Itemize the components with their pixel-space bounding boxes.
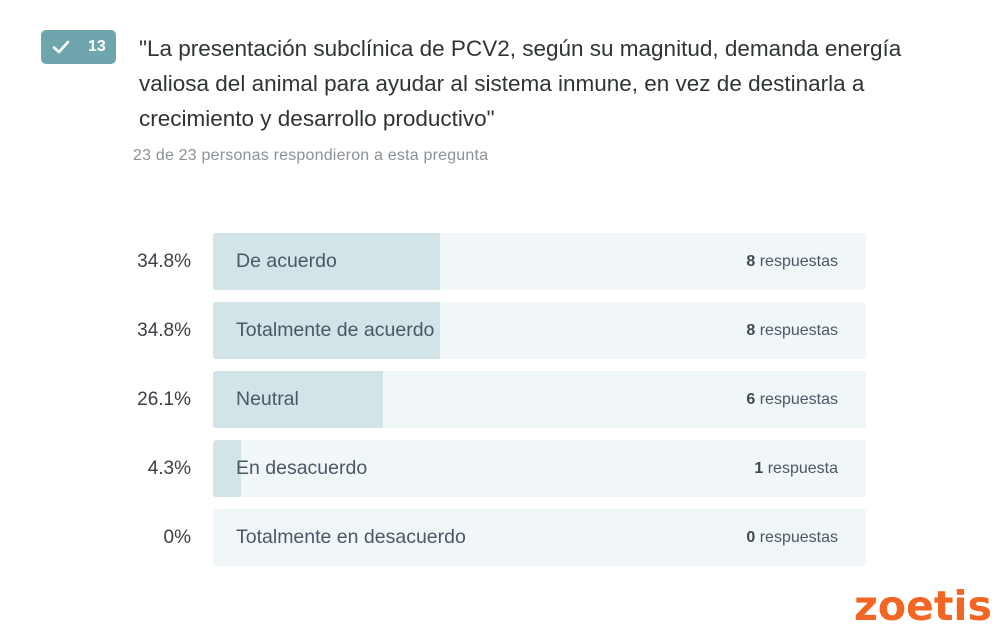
zoetis-logo: zoetis: [854, 582, 992, 630]
percent-label: 4.3%: [147, 458, 191, 479]
response-count-suffix: respuestas: [755, 322, 838, 339]
percent-label: 34.8%: [137, 251, 191, 272]
checkmark-icon: [52, 40, 70, 54]
response-count-number: 1: [754, 460, 764, 477]
percent-label: 0%: [163, 527, 191, 548]
bar-track: En desacuerdo 1 respuesta: [213, 440, 866, 497]
bar-fill: [213, 440, 241, 497]
response-count-suffix: respuesta: [763, 460, 838, 477]
bar-row: 34.8% Totalmente de acuerdo 8 respuestas: [0, 302, 1000, 359]
category-label: En desacuerdo: [236, 457, 368, 479]
category-label: Neutral: [236, 388, 299, 410]
category-label: Totalmente en desacuerdo: [236, 526, 466, 548]
percent-label: 34.8%: [137, 320, 191, 341]
category-label: Totalmente de acuerdo: [236, 319, 435, 341]
bar-fill: [213, 302, 440, 359]
bar-row: 26.1% Neutral 6 respuestas: [0, 371, 1000, 428]
bar-row: 0% Totalmente en desacuerdo 0 respuestas: [0, 509, 1000, 566]
response-count: 6 respuestas: [746, 371, 838, 428]
svg-text:zoetis: zoetis: [854, 582, 992, 630]
response-count-suffix: respuestas: [755, 253, 838, 270]
bar-track: De acuerdo 8 respuestas: [213, 233, 866, 290]
responses-summary: 23 de 23 personas respondieron a esta pr…: [133, 147, 489, 164]
bar-track: Totalmente de acuerdo 8 respuestas: [213, 302, 866, 359]
question-number: 13: [88, 38, 106, 55]
bar-fill: [213, 371, 383, 428]
response-count-number: 6: [746, 391, 756, 408]
category-label: De acuerdo: [236, 250, 337, 272]
answered-badge: 13: [41, 30, 116, 64]
response-count: 8 respuestas: [746, 302, 838, 359]
bar-row: 4.3% En desacuerdo 1 respuesta: [0, 440, 1000, 497]
response-count-suffix: respuestas: [755, 529, 838, 546]
percent-label: 26.1%: [137, 389, 191, 410]
question-title: "La presentación subclínica de PCV2, seg…: [139, 36, 902, 131]
response-count-number: 8: [746, 253, 756, 270]
response-count-suffix: respuestas: [755, 391, 838, 408]
bar-fill: [213, 233, 440, 290]
response-count-number: 0: [746, 529, 756, 546]
response-count-number: 8: [746, 322, 756, 339]
response-count: 0 respuestas: [746, 509, 838, 566]
response-count: 8 respuestas: [746, 233, 838, 290]
bar-row: 34.8% De acuerdo 8 respuestas: [0, 233, 1000, 290]
bar-track: Neutral 6 respuestas: [213, 371, 866, 428]
bar-track: Totalmente en desacuerdo 0 respuestas: [213, 509, 866, 566]
response-count: 1 respuesta: [754, 440, 838, 497]
